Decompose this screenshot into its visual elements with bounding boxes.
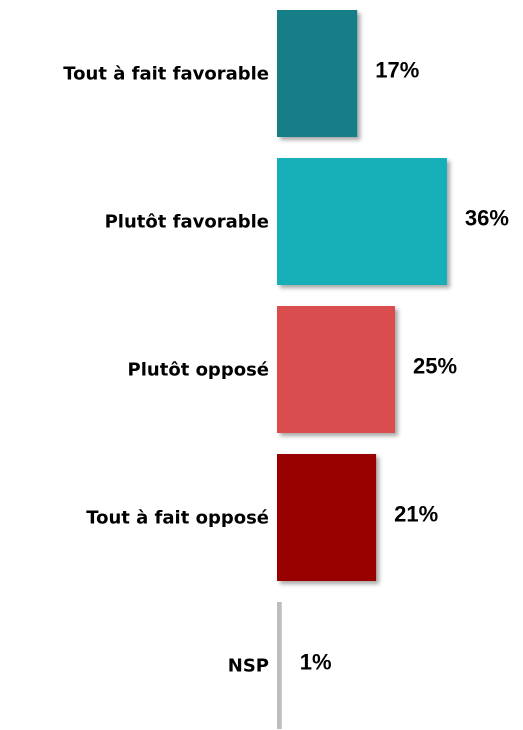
bars-group [277,10,447,729]
value-label-3: 21% [394,502,438,527]
category-label-1: Plutôt favorable [105,212,269,233]
value-label-0: 17% [375,58,419,83]
bar-2 [277,306,395,433]
category-label-0: Tout à fait favorable [63,64,269,85]
value-label-2: 25% [413,354,457,379]
bar-1 [277,158,447,285]
category-label-2: Plutôt opposé [128,360,269,381]
category-label-4: NSP [228,656,269,677]
category-label-3: Tout à fait opposé [86,508,269,529]
bar-0 [277,10,358,137]
value-labels: 17% 36% 25% 21% 1% [300,58,509,675]
value-label-1: 36% [465,206,509,231]
bar-4 [277,602,282,729]
value-label-4: 1% [300,650,332,675]
bar-3 [277,454,377,581]
category-labels: Tout à fait favorable Plutôt favorable Plu… [63,64,269,677]
